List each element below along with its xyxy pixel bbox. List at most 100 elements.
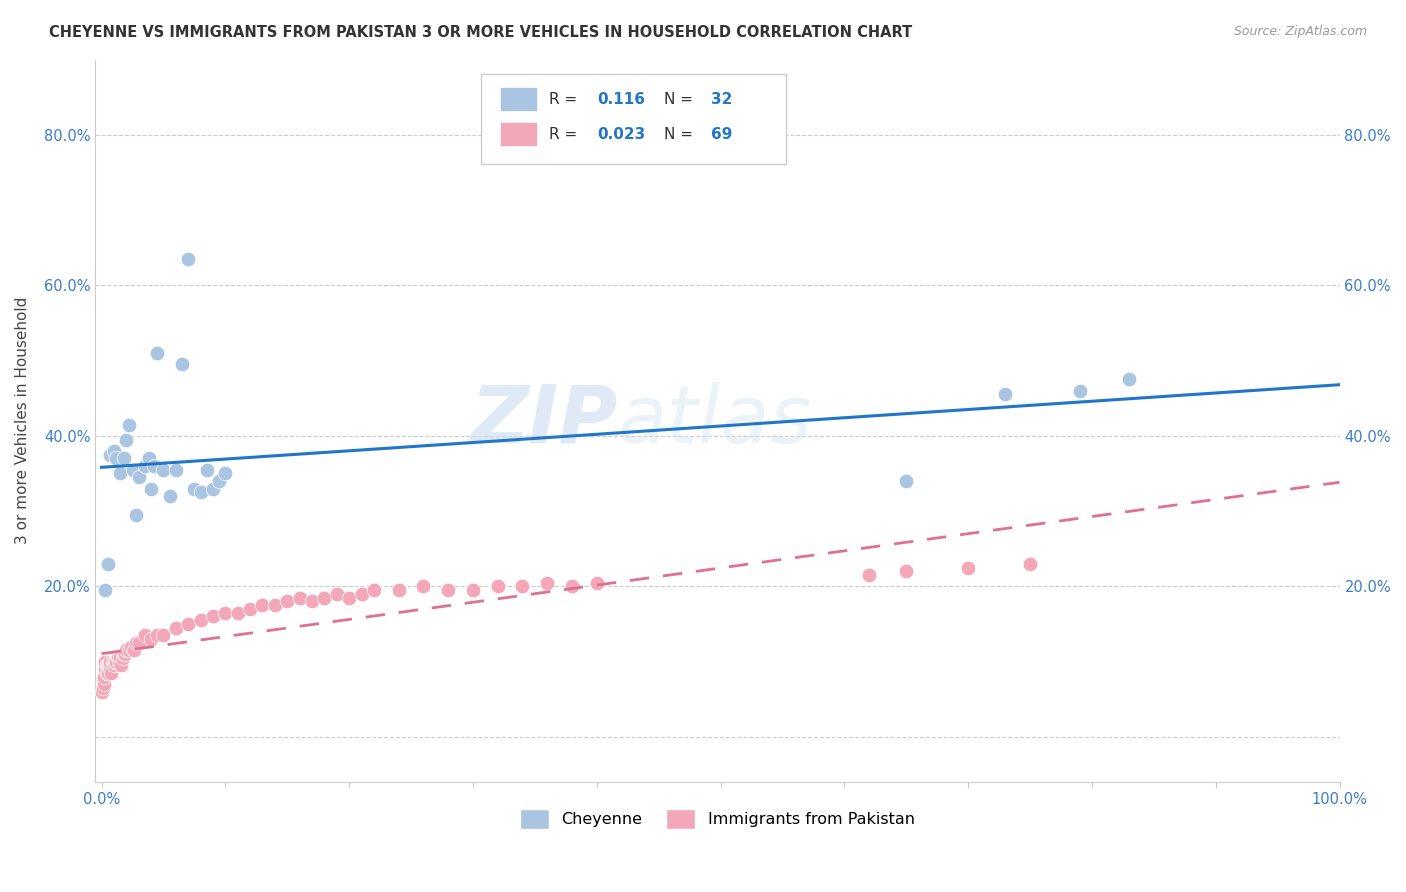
Point <box>105 655 128 669</box>
Point <box>1069 384 1091 398</box>
Point <box>96 665 118 680</box>
Point <box>122 643 145 657</box>
Point <box>98 658 121 673</box>
Text: ZIP: ZIP <box>471 382 617 459</box>
Point <box>201 609 224 624</box>
Point <box>536 575 558 590</box>
Point <box>276 594 298 608</box>
Point <box>1019 557 1042 571</box>
Point <box>128 636 150 650</box>
Text: atlas: atlas <box>617 382 813 459</box>
Point <box>112 647 135 661</box>
FancyBboxPatch shape <box>481 74 786 164</box>
Point <box>100 665 122 680</box>
Point <box>115 433 138 447</box>
Point <box>858 568 880 582</box>
Point <box>111 650 134 665</box>
Point <box>125 508 148 522</box>
Point <box>183 482 205 496</box>
Point <box>461 583 484 598</box>
Point <box>437 583 460 598</box>
Point <box>118 417 141 432</box>
Point <box>326 587 349 601</box>
Point <box>112 451 135 466</box>
Point <box>177 617 200 632</box>
FancyBboxPatch shape <box>499 87 537 112</box>
Text: 0.023: 0.023 <box>596 127 645 142</box>
Point <box>165 463 187 477</box>
Point <box>165 621 187 635</box>
Point <box>118 643 141 657</box>
Point <box>195 463 218 477</box>
Point <box>388 583 411 598</box>
Point <box>108 650 131 665</box>
Point <box>896 564 918 578</box>
Point <box>214 606 236 620</box>
Point <box>91 681 114 695</box>
Point <box>264 598 287 612</box>
Point <box>486 579 509 593</box>
Point <box>337 591 360 605</box>
Point <box>121 463 143 477</box>
Point <box>115 643 138 657</box>
Point <box>139 482 162 496</box>
Point <box>103 658 125 673</box>
Text: 32: 32 <box>711 92 733 107</box>
Point <box>301 594 323 608</box>
Point <box>101 655 124 669</box>
Point <box>190 485 212 500</box>
Point <box>93 670 115 684</box>
Y-axis label: 3 or more Vehicles in Household: 3 or more Vehicles in Household <box>15 297 30 544</box>
Point <box>97 658 120 673</box>
Point <box>201 482 224 496</box>
Point <box>134 628 156 642</box>
Point <box>98 655 121 669</box>
Point <box>146 346 169 360</box>
Point <box>90 684 112 698</box>
Text: N =: N = <box>664 92 697 107</box>
Point <box>108 467 131 481</box>
Text: R =: R = <box>550 92 582 107</box>
Point <box>152 463 174 477</box>
Point <box>512 579 534 593</box>
Point <box>120 640 142 654</box>
Text: N =: N = <box>664 127 697 142</box>
Point <box>94 655 117 669</box>
Point <box>152 628 174 642</box>
Point <box>114 647 136 661</box>
FancyBboxPatch shape <box>499 122 537 146</box>
Point <box>585 575 607 590</box>
Point <box>214 467 236 481</box>
Point <box>159 489 181 503</box>
Point <box>190 613 212 627</box>
Point <box>107 650 129 665</box>
Text: 69: 69 <box>711 127 733 142</box>
Point <box>98 448 121 462</box>
Point <box>128 470 150 484</box>
Text: 0.116: 0.116 <box>596 92 645 107</box>
Point <box>94 583 117 598</box>
Point <box>93 677 115 691</box>
Point <box>288 591 311 605</box>
Point <box>96 658 118 673</box>
Point <box>134 458 156 473</box>
Point <box>94 662 117 676</box>
Point <box>177 252 200 266</box>
Text: CHEYENNE VS IMMIGRANTS FROM PAKISTAN 3 OR MORE VEHICLES IN HOUSEHOLD CORRELATION: CHEYENNE VS IMMIGRANTS FROM PAKISTAN 3 O… <box>49 25 912 40</box>
Point <box>103 443 125 458</box>
Point <box>125 636 148 650</box>
Point <box>314 591 336 605</box>
Point <box>252 598 274 612</box>
Point <box>957 560 980 574</box>
Point <box>146 628 169 642</box>
Point <box>896 474 918 488</box>
Point <box>97 557 120 571</box>
Point <box>363 583 385 598</box>
Text: Source: ZipAtlas.com: Source: ZipAtlas.com <box>1233 25 1367 38</box>
Point <box>110 658 132 673</box>
Point <box>103 658 125 673</box>
Point <box>98 662 121 676</box>
Point <box>239 602 262 616</box>
Legend: Cheyenne, Immigrants from Pakistan: Cheyenne, Immigrants from Pakistan <box>513 802 921 836</box>
Point <box>208 474 231 488</box>
